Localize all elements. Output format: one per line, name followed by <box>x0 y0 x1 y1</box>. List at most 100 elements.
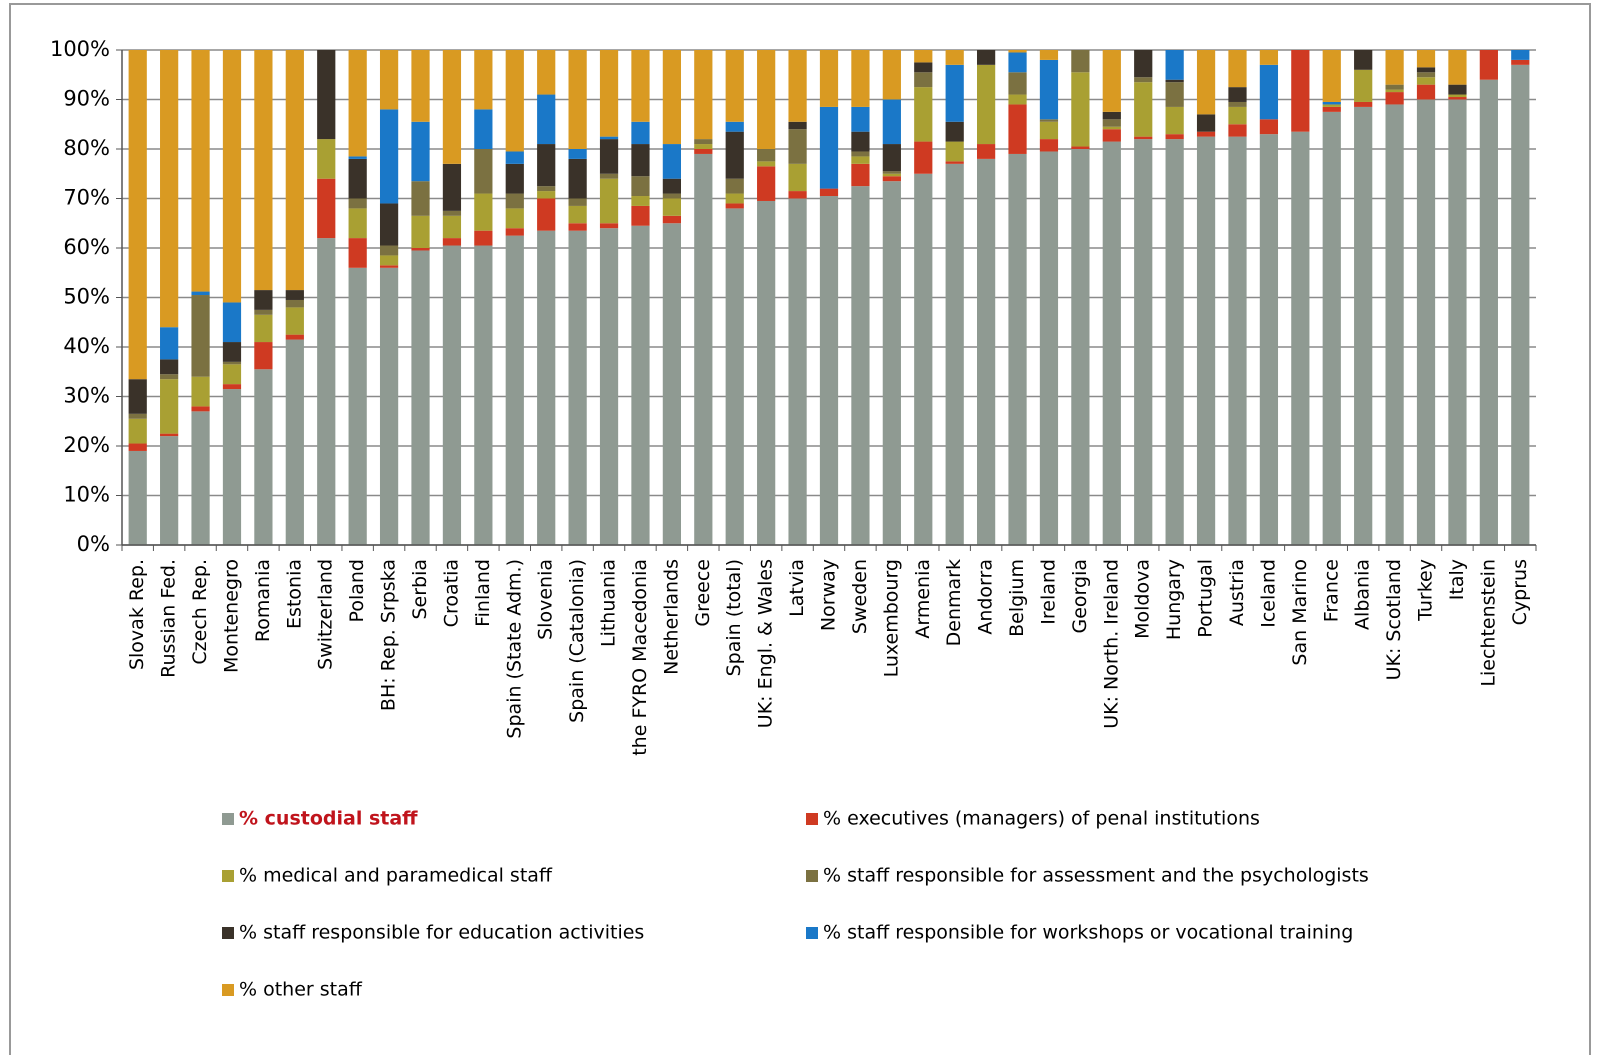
bar-segment <box>222 389 242 545</box>
bar-segment <box>160 327 179 360</box>
bar-segment <box>976 50 996 65</box>
x-tick-label: Sweden <box>849 559 871 634</box>
bar-segment <box>851 106 870 132</box>
bar-segment <box>1385 92 1404 105</box>
bar-segment <box>631 205 650 226</box>
bar-segment <box>1416 84 1436 100</box>
bar-segment <box>631 196 650 206</box>
x-tick-label: Belgium <box>1006 559 1028 637</box>
bar-segment <box>945 163 964 545</box>
bar-segment <box>757 50 776 149</box>
bar-segment <box>788 50 807 122</box>
bar-segment <box>254 314 273 343</box>
bar-segment <box>882 144 901 172</box>
legend-swatch <box>222 984 234 996</box>
bar-segment <box>1259 134 1279 545</box>
bar-segment <box>1165 139 1184 545</box>
y-tick-label: 10% <box>63 483 110 507</box>
bar-segment <box>411 50 430 122</box>
legend-label: % staff responsible for workshops or voc… <box>823 922 1353 944</box>
x-tick-label: Andorra <box>975 559 997 635</box>
bar-segment <box>317 139 336 179</box>
bar-segment <box>285 50 304 291</box>
bar-segment <box>1511 59 1530 65</box>
y-tick-label: 100% <box>50 37 110 61</box>
bar-segment <box>599 50 619 137</box>
bar-segment <box>285 307 304 335</box>
bar-segment <box>1354 50 1373 70</box>
bar-segment <box>411 121 430 182</box>
bar-segment <box>1416 72 1436 78</box>
legend-swatch <box>222 927 234 939</box>
bar-segment <box>411 248 430 251</box>
bar-segment <box>1008 153 1027 545</box>
bar-segment <box>254 342 273 370</box>
bar-segment <box>788 121 807 130</box>
bar-segment <box>474 50 493 110</box>
bar-segment <box>1448 94 1467 98</box>
bar-segment <box>819 196 839 545</box>
bar-segment <box>568 158 587 199</box>
bar-segment <box>379 50 399 110</box>
bar-segment <box>788 129 807 164</box>
bar-segment <box>694 144 713 149</box>
bar-segment <box>1008 72 1027 95</box>
bar-segment <box>788 163 807 192</box>
bar-segment <box>348 267 367 545</box>
bar-segment <box>537 198 556 231</box>
bar-segment <box>1416 99 1436 545</box>
bar-segment <box>1039 50 1059 60</box>
bar-segment <box>1102 119 1121 127</box>
bar-segment <box>662 50 682 145</box>
bar-segment <box>1008 50 1027 53</box>
bar-segment <box>1322 104 1341 107</box>
x-tick-label: Portugal <box>1195 559 1217 638</box>
x-tick-label: Spain (total) <box>723 559 745 676</box>
bar-segment <box>1102 50 1121 112</box>
legend-swatch <box>222 870 234 882</box>
bar-segment <box>128 50 147 380</box>
bar-segment <box>945 64 964 122</box>
bar-segment <box>160 379 179 434</box>
x-tick-label: BH: Rep. Srpska <box>378 559 400 711</box>
bar-segment <box>1385 50 1404 85</box>
bar-segment <box>191 411 210 545</box>
bar-segment <box>442 215 462 239</box>
x-tick-label: Norway <box>818 559 840 631</box>
bar-segment <box>851 156 870 164</box>
bar-segment <box>222 384 242 390</box>
bar-segment <box>1354 101 1373 107</box>
bar-segment <box>474 245 493 545</box>
y-tick-label: 30% <box>63 384 110 408</box>
x-tick-label: San Marino <box>1289 559 1311 666</box>
x-tick-label: the FYRO Macedonia <box>629 559 651 756</box>
bar-segment <box>1354 106 1373 546</box>
x-tick-label: Spain (State Adm.) <box>503 559 525 739</box>
bar-segment <box>317 238 336 545</box>
bar-segment <box>1291 131 1310 546</box>
bar-segment <box>1259 119 1279 135</box>
x-tick-label: Finland <box>472 559 494 627</box>
x-tick-label: Montenegro <box>220 559 242 673</box>
legend-swatch <box>806 927 818 939</box>
bar-segment <box>662 178 682 194</box>
x-tick-label: Iceland <box>1257 559 1279 628</box>
bar-segment <box>568 205 587 224</box>
bar-segment <box>474 109 493 149</box>
x-tick-label: Luxembourg <box>880 559 902 677</box>
bar-segment <box>694 50 713 140</box>
bar-segment <box>788 198 807 545</box>
x-tick-label: UK: Engl. & Wales <box>755 559 777 728</box>
bar-segment <box>976 64 996 145</box>
legend-label: % medical and paramedical staff <box>239 865 553 887</box>
bar-segment <box>1102 129 1121 142</box>
bar-segment <box>160 436 179 545</box>
bar-segment <box>191 406 210 412</box>
bar-segment <box>1102 141 1121 545</box>
x-tick-label: Georgia <box>1069 559 1091 634</box>
x-tick-label: Hungary <box>1163 559 1185 640</box>
x-tick-label: France <box>1320 559 1342 622</box>
bar-segment <box>379 265 399 268</box>
bar-segment <box>694 139 713 145</box>
bar-segment <box>191 50 210 292</box>
